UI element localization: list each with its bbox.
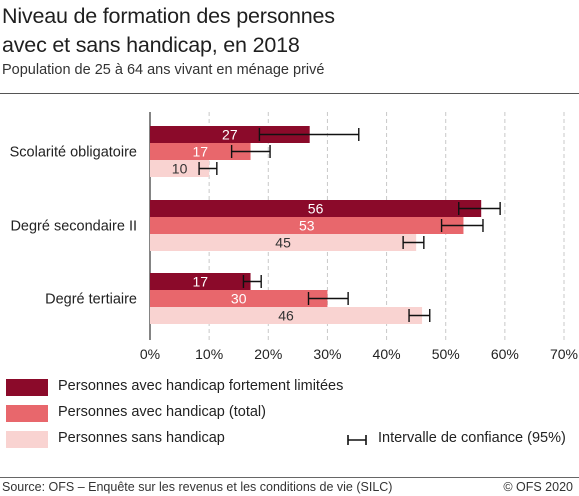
legend-label-confidence-interval: Intervalle de confiance (95%)	[378, 430, 566, 446]
legend-label-no-disability: Personnes sans handicap	[58, 430, 225, 446]
data-label: 45	[275, 235, 291, 251]
data-label: 46	[278, 308, 294, 324]
category-label: Degré secondaire II	[10, 219, 137, 235]
x-tick-label: 50%	[432, 346, 460, 362]
bar-chart: 0% 10% 20% 30% 40% 50% 60% 70% Scolarité obligat…	[10, 112, 578, 362]
category-label: Degré tertiaire	[45, 292, 137, 308]
bar	[150, 273, 251, 290]
x-tick-label: 40%	[373, 346, 401, 362]
bar	[150, 143, 251, 160]
x-tick-label: 0%	[140, 346, 160, 362]
data-label: 53	[299, 218, 315, 234]
chart-subtitle: Population de 25 à 64 ans vivant en ména…	[2, 62, 325, 78]
data-label: 30	[231, 291, 247, 307]
legend-swatch-disabled-total	[6, 405, 48, 422]
bar	[150, 126, 310, 143]
confidence-interval-icon	[347, 435, 367, 445]
legend-label-disabled-total: Personnes avec handicap (total)	[58, 404, 266, 420]
data-label: 27	[222, 127, 238, 143]
chart-title: Niveau de formation des personnes avec e…	[2, 2, 562, 60]
legend-swatch-strongly-limited	[6, 379, 48, 396]
legend-label-strongly-limited: Personnes avec handicap fortement limité…	[58, 378, 344, 394]
chart-title-line1: Niveau de formation des personnes	[2, 4, 335, 28]
category-label: Scolarité obligatoire	[10, 145, 137, 161]
legend-swatch-no-disability	[6, 431, 48, 448]
bar	[150, 217, 464, 234]
bar	[150, 290, 328, 307]
bottom-divider	[0, 477, 579, 478]
x-tick-label: 60%	[491, 346, 519, 362]
chart-title-line2: avec et sans handicap, en 2018	[2, 33, 300, 57]
data-label: 10	[172, 161, 188, 177]
source-note: Source: OFS – Enquête sur les revenus et…	[2, 480, 393, 494]
bar	[150, 160, 210, 177]
copyright: © OFS 2020	[503, 480, 573, 494]
data-label: 17	[192, 144, 208, 160]
x-tick-label: 70%	[550, 346, 578, 362]
x-tick-label: 30%	[313, 346, 341, 362]
bar	[150, 200, 482, 217]
top-divider	[0, 93, 579, 94]
bar	[150, 307, 423, 324]
x-tick-label: 20%	[254, 346, 282, 362]
bar	[150, 234, 417, 251]
data-label: 56	[308, 201, 324, 217]
x-tick-label: 10%	[195, 346, 223, 362]
data-label: 17	[192, 274, 208, 290]
